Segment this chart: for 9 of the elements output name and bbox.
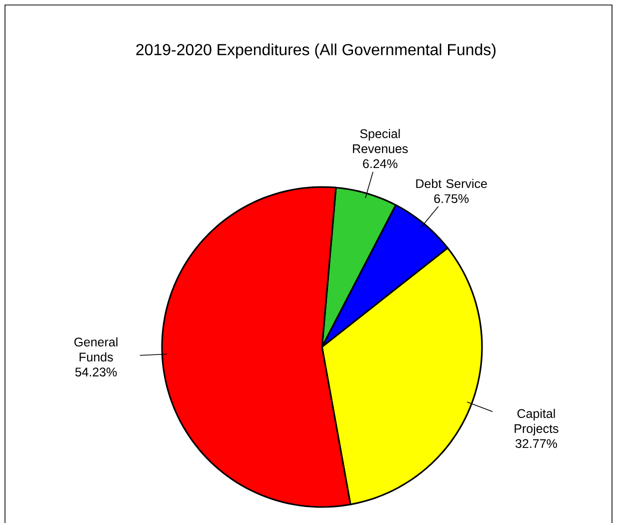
- data-label: 32.77%: [516, 439, 557, 448]
- slice-label: Special Revenues: [352, 128, 408, 154]
- data-label: 54.23%: [75, 368, 117, 376]
- legend-label: General Funds: [74, 337, 118, 362]
- chart-title: 2019-2020 Expenditures (All Governmental Funds): [136, 44, 496, 58]
- data-label: 6.75%: [434, 194, 469, 204]
- slice-label: Debt Service: [416, 178, 487, 188]
- slice-label: Capital Projects: [514, 408, 558, 436]
- data-label: 6.24%: [363, 159, 398, 168]
